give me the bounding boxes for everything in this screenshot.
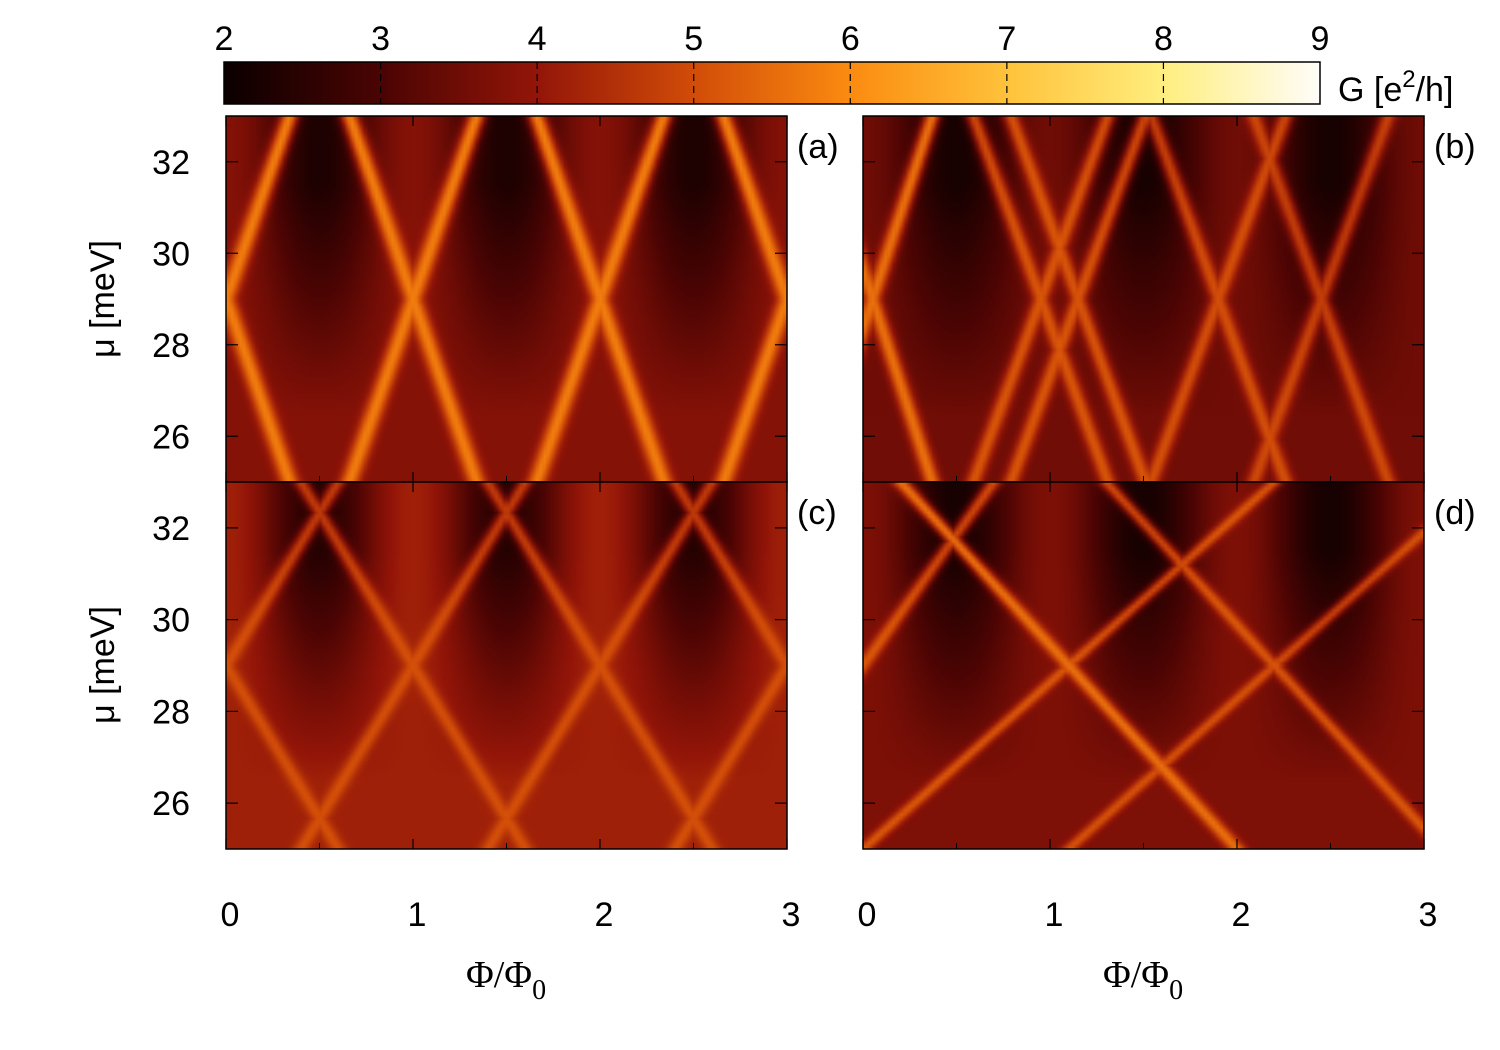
- x-tick-label: 3: [1419, 896, 1438, 934]
- y-tick-label: 26: [152, 785, 190, 823]
- panel-label: (b): [1434, 128, 1476, 166]
- x-axis-title-left: Φ/Φ0: [466, 954, 546, 1006]
- heatmap-image: [863, 116, 1424, 482]
- x-tick-label: 1: [1045, 896, 1064, 934]
- colorbar-gradient: [223, 61, 1321, 105]
- panel-label: (a): [797, 128, 839, 166]
- x-axis-title-right: Φ/Φ0: [1103, 954, 1183, 1006]
- y-tick-label: 32: [152, 144, 190, 182]
- y-tick-label: 28: [152, 693, 190, 731]
- x-tick-label: 1: [408, 896, 427, 934]
- colorbar: 2 3 4 5 6 7 8 9 G [e2/h]: [215, 20, 1454, 109]
- colorbar-tick-label: 7: [997, 20, 1016, 58]
- colorbar-tick-label: 4: [528, 20, 547, 58]
- panel-b: (b): [862, 115, 1476, 483]
- panel-label: (c): [797, 494, 837, 532]
- y-tick-label: 26: [152, 418, 190, 456]
- panel-d: (d): [862, 481, 1476, 850]
- x-tick-label: 2: [1232, 896, 1251, 934]
- colorbar-tick-label: 2: [215, 20, 234, 58]
- y-tick-label: 32: [152, 510, 190, 548]
- y-tick-label: 28: [152, 327, 190, 365]
- colorbar-tick-label: 8: [1154, 20, 1173, 58]
- heatmap-image: [226, 116, 787, 482]
- x-tick-label: 3: [782, 896, 801, 934]
- y-axis-title-top: μ [meV]: [84, 240, 122, 358]
- heatmap-image: [226, 482, 787, 849]
- y-tick-label: 30: [152, 602, 190, 640]
- colorbar-tick-label: 5: [684, 20, 703, 58]
- panel-c: 26 28 30 32 (c): [152, 481, 837, 850]
- y-tick-label: 30: [152, 235, 190, 273]
- y-axis-title-bottom: μ [meV]: [84, 606, 122, 724]
- x-tick-label: 0: [221, 896, 240, 934]
- heatmap-image: [863, 482, 1424, 849]
- x-tick-label: 0: [858, 896, 877, 934]
- x-tick-label: 2: [595, 896, 614, 934]
- colorbar-tick-label: 9: [1311, 20, 1330, 58]
- panel-a: 26 28 30 32 (a): [152, 115, 839, 483]
- panel-label: (d): [1434, 494, 1476, 532]
- colorbar-label: G [e2/h]: [1338, 66, 1453, 109]
- colorbar-tick-label: 6: [841, 20, 860, 58]
- colorbar-tick-label: 3: [371, 20, 390, 58]
